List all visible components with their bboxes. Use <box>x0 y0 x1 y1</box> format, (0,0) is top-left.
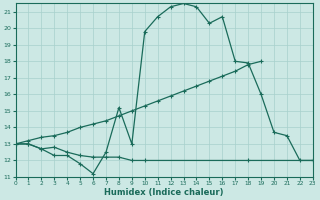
X-axis label: Humidex (Indice chaleur): Humidex (Indice chaleur) <box>104 188 224 197</box>
